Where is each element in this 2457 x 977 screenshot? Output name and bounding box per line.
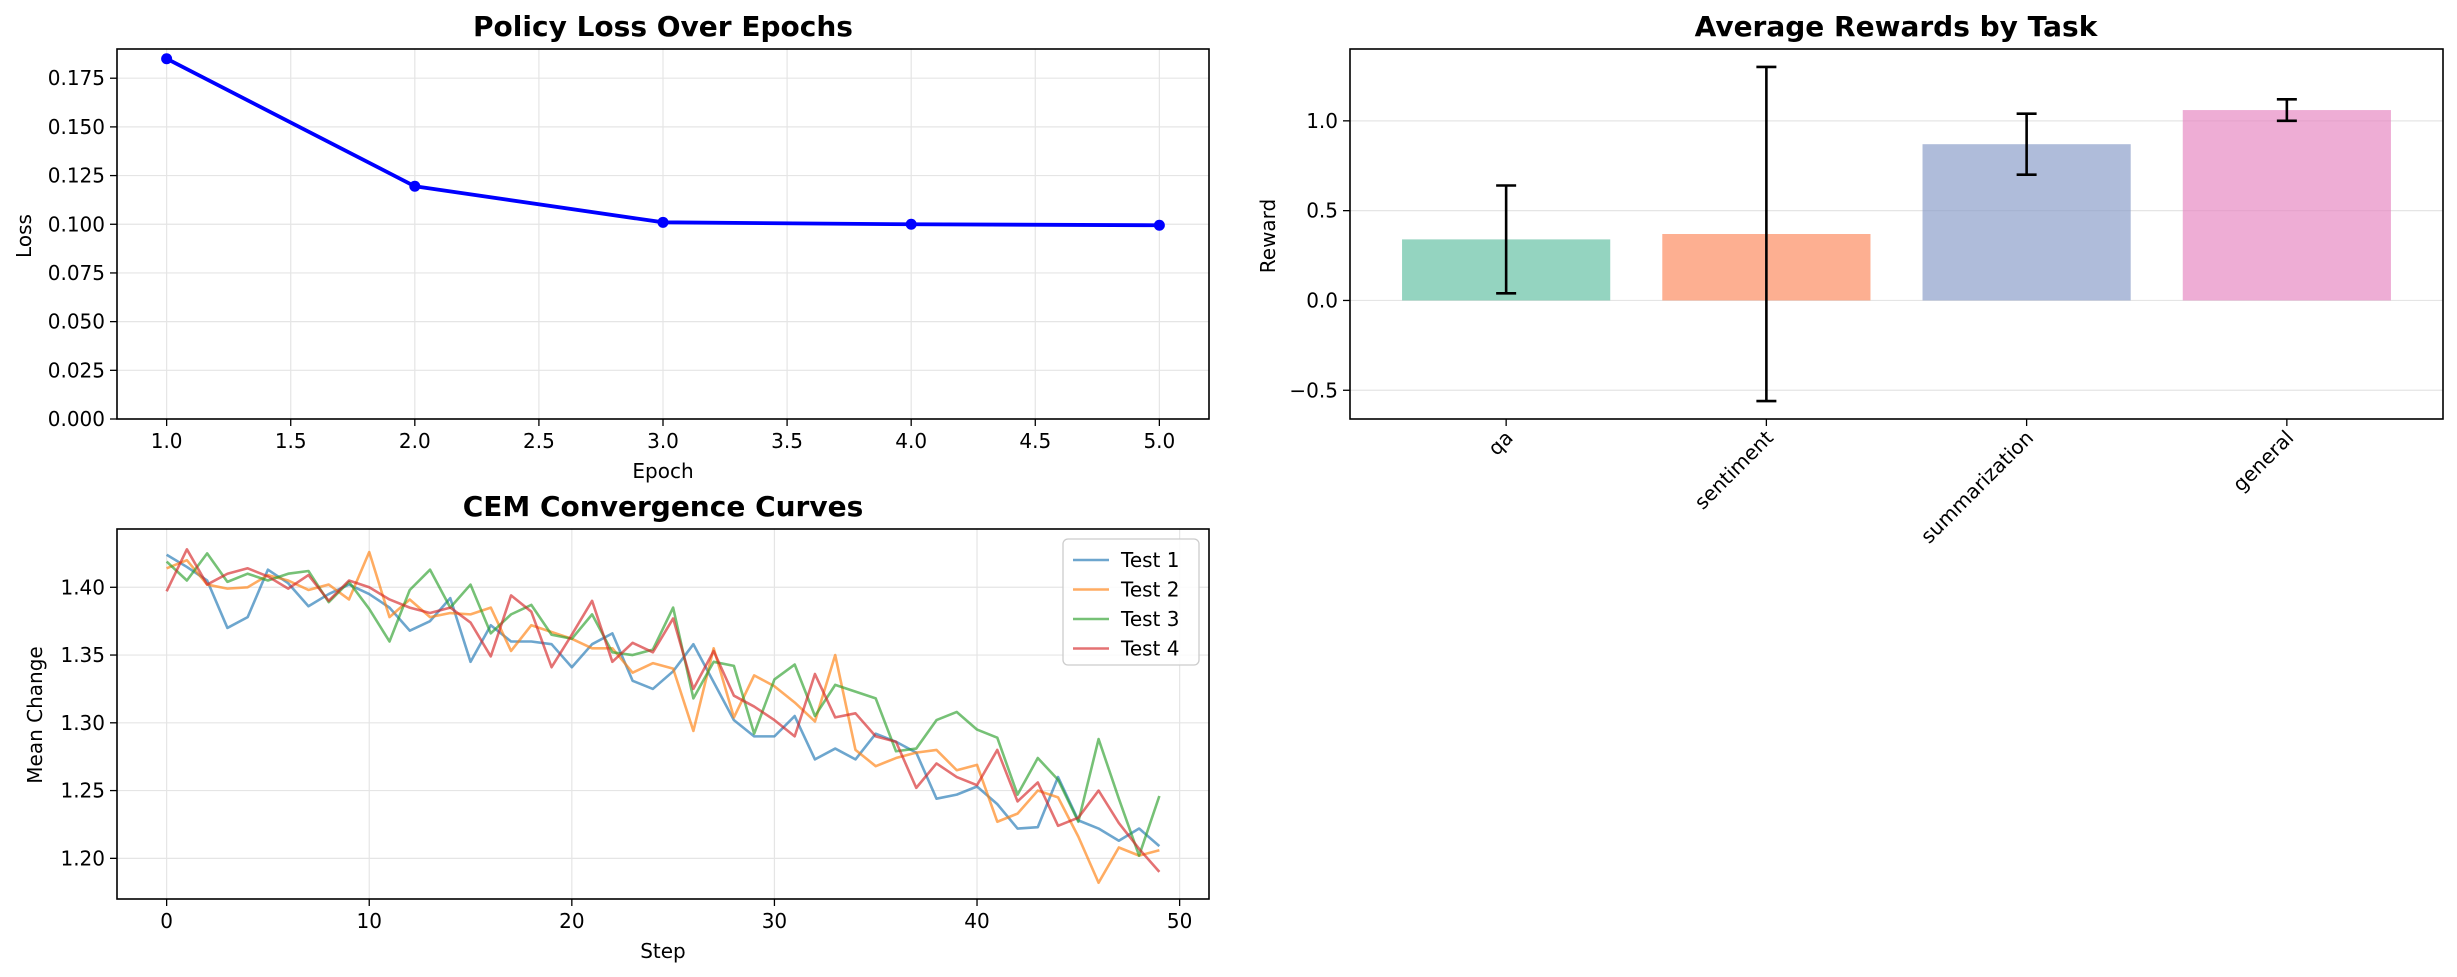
x-tick-label: 1.5 (275, 429, 307, 453)
x-tick-label: sentiment (1689, 425, 1778, 514)
y-axis-label: Reward (1256, 199, 1280, 273)
loss-point (161, 53, 173, 65)
y-tick-label: 0.050 (48, 310, 105, 334)
x-tick-label: 2.0 (399, 429, 431, 453)
x-tick-label: 3.5 (771, 429, 803, 453)
legend-box (1062, 538, 1200, 666)
legend-label: Test 1 (1120, 548, 1179, 572)
y-tick-label: 1.35 (60, 643, 105, 667)
x-tick-label: 4.0 (895, 429, 927, 453)
y-tick-label: 1.25 (60, 779, 105, 803)
x-tick-label: 4.5 (1019, 429, 1051, 453)
y-tick-label: 1.20 (60, 846, 105, 870)
chart-title: Policy Loss Over Epochs (473, 10, 853, 43)
x-axis-label: Epoch (632, 459, 693, 483)
chart-title: Average Rewards by Task (1695, 10, 2099, 43)
y-tick-label: 1.30 (60, 711, 105, 735)
x-tick-label: 1.0 (151, 429, 183, 453)
policy-loss-chart: 1.0 1.5 2.0 2.5 3.0 3.5 4.0 4.5 5.0 0.000 0.025 0.0… (12, 10, 1210, 483)
series-line-1 (165, 553, 1161, 848)
y-tick-label: 0.075 (48, 261, 105, 285)
loss-point (657, 216, 669, 228)
loss-point (905, 218, 917, 230)
x-tick-label: 30 (762, 909, 787, 933)
axis-ticks: 1.0 1.5 2.0 2.5 3.0 3.5 4.0 4.5 5.0 0.000 0.025 0.0… (48, 66, 1176, 453)
y-axis-label: Loss (12, 214, 36, 258)
y-tick-label: 0.0 (1306, 288, 1338, 312)
grid (117, 49, 1209, 420)
plot-frame (116, 528, 1210, 900)
average-rewards-chart: −0.5 0.0 0.5 1.0 qa sentiment summarization gen… (1256, 10, 2444, 548)
x-axis-label: Step (640, 939, 686, 963)
y-tick-label: 1.0 (1306, 109, 1338, 133)
x-tick-label: 0 (160, 909, 173, 933)
y-tick-label: 0.175 (48, 66, 105, 90)
series-line-3 (165, 552, 1161, 857)
y-tick-label: 0.000 (48, 407, 105, 431)
plot-frame (1349, 48, 2444, 420)
loss-point (409, 180, 421, 192)
y-tick-label: 0.5 (1306, 199, 1338, 223)
legend-label: Test 4 (1120, 637, 1179, 661)
x-tick-label: 20 (559, 909, 584, 933)
legend: Test 1 Test 2 Test 3 Test 4 (1062, 538, 1200, 666)
loss-line-series (161, 53, 1165, 231)
legend-label: Test 2 (1120, 578, 1179, 602)
y-tick-label: 1.40 (60, 575, 105, 599)
y-axis-label: Mean Change (23, 646, 47, 783)
x-tick-label: 3.0 (647, 429, 679, 453)
axis-ticks: 0 10 20 30 40 50 1.20 1.25 1.30 1.35 1.40 (60, 575, 1192, 933)
convergence-series (165, 548, 1161, 885)
y-tick-label: −0.5 (1289, 378, 1338, 402)
x-tick-label: 50 (1167, 909, 1192, 933)
chart-title: CEM Convergence Curves (463, 490, 864, 523)
y-tick-label: 0.100 (48, 212, 105, 236)
x-tick-label: qa (1483, 426, 1518, 461)
x-tick-label: general (2228, 426, 2299, 497)
y-tick-label: 0.025 (48, 358, 105, 382)
reward-bars (1402, 65, 2391, 403)
series-line-4 (165, 548, 1161, 873)
y-tick-label: 0.125 (48, 164, 105, 188)
x-tick-label: 2.5 (523, 429, 555, 453)
x-tick-label: 10 (357, 909, 382, 933)
cem-convergence-chart: 0 10 20 30 40 501.201.251.301.351.40 Test 1Te… (23, 490, 1210, 963)
x-tick-label: 5.0 (1143, 429, 1175, 453)
loss-point (1153, 219, 1165, 231)
y-tick-label: 0.150 (48, 115, 105, 139)
series-line-2 (166, 550, 1160, 885)
x-tick-label: summarization (1916, 426, 2038, 548)
legend-label: Test 3 (1120, 607, 1179, 631)
reward-bar (2182, 110, 2391, 301)
axis-ticks: −0.5 0.0 0.5 1.0 qa sentiment summarization gen… (1289, 109, 2298, 548)
x-tick-label: 40 (964, 909, 989, 933)
